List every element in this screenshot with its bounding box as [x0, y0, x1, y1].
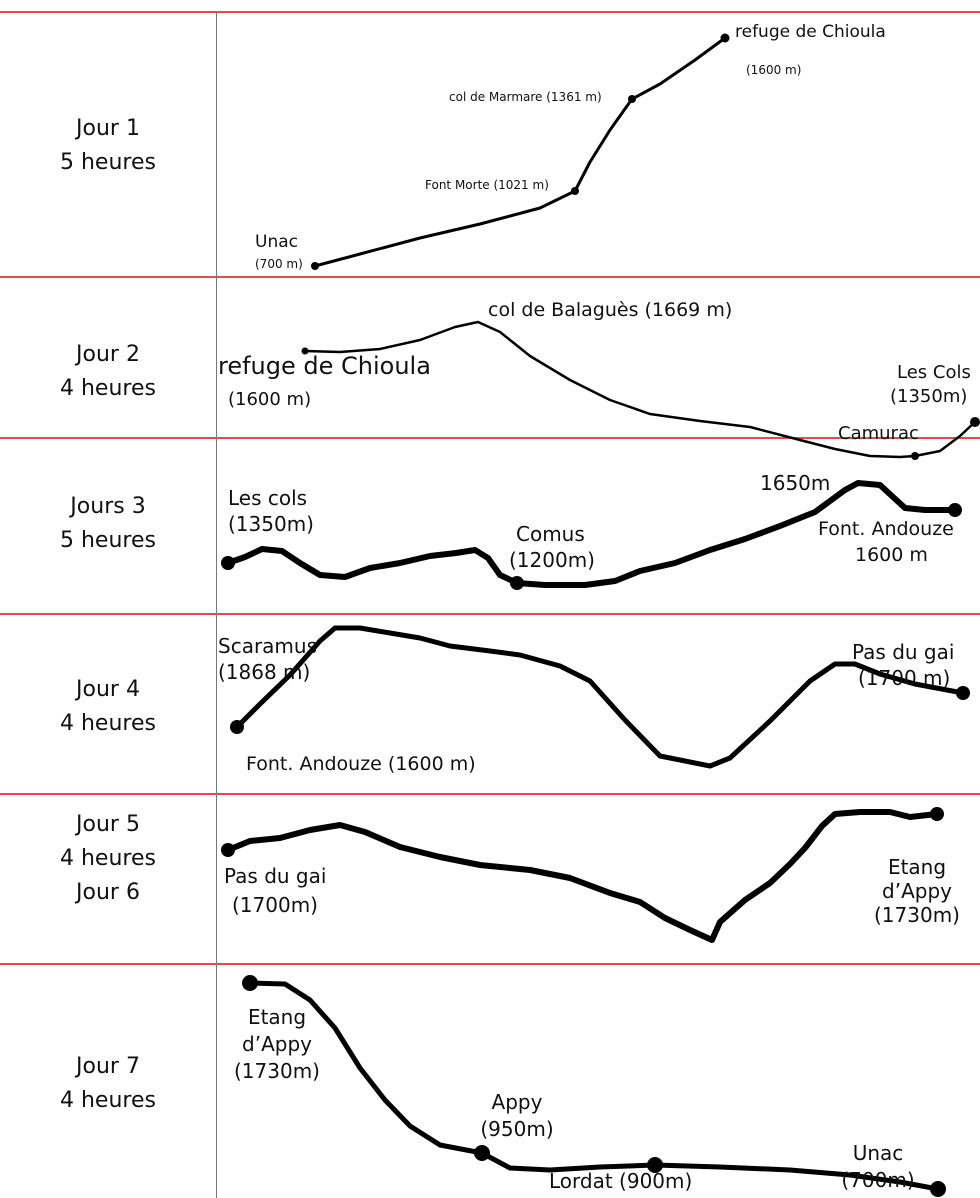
place-label: Camurac: [838, 423, 919, 444]
altitude-label: (1868 m): [218, 660, 311, 684]
waypoint-dot: [474, 1145, 490, 1161]
place-label: Lordat (900m): [549, 1169, 693, 1193]
altitude-label: (1200m): [509, 548, 595, 572]
row-divider: [0, 963, 980, 965]
day-label: Jours 3: [70, 494, 146, 519]
place-label-line: Etang: [887, 855, 947, 879]
day-duration: 5 heures: [60, 150, 156, 175]
altitude-label: (1700 m): [858, 666, 951, 690]
place-label-line: d’Appy: [882, 879, 952, 903]
waypoint-dot: [221, 556, 235, 570]
waypoint-dot: [242, 975, 258, 991]
waypoint-dot: [970, 417, 980, 427]
row-divider: [0, 11, 980, 13]
day-7-profile: [247, 980, 941, 1192]
waypoint-dot: [930, 807, 944, 821]
place-label: Appy (950m): [465, 1089, 569, 1143]
place-label: Etang d’Appy (1730m): [862, 855, 972, 927]
day-4-cell: Jour 4 4 heures: [0, 673, 216, 741]
altitude-label: 1600 m: [855, 544, 928, 566]
day-5-6-profile: [225, 809, 940, 943]
place-label: col de Marmare (1361 m): [449, 90, 602, 104]
waypoint-dot: [956, 686, 970, 700]
waypoint-dot: [311, 262, 319, 270]
altitude-label: (1730m): [874, 903, 960, 927]
place-label: Unac (700m): [826, 1140, 930, 1194]
altitude-label: 1650m: [760, 471, 831, 495]
day-duration: 4 heures: [60, 711, 156, 736]
day-label: Jour 1: [76, 116, 140, 141]
waypoint-dot: [221, 843, 235, 857]
place-label: Pas du gai: [224, 864, 327, 888]
day-label: Jour 7: [76, 1054, 140, 1079]
row-divider: [0, 613, 980, 615]
place-label: Font. Andouze (1600 m): [246, 753, 476, 775]
day-1-cell: Jour 1 5 heures: [0, 112, 216, 180]
place-label: Les cols: [228, 486, 308, 510]
day-3-cell: Jours 3 5 heures: [0, 490, 216, 558]
place-label: Pas du gai: [852, 640, 955, 664]
place-label: Etang d’Appy (1730m): [217, 1004, 337, 1085]
waypoint-dot: [948, 503, 962, 517]
row-divider: [0, 276, 980, 278]
altitude-label: (1600 m): [228, 389, 312, 410]
day-label: Jour 5: [76, 812, 140, 837]
day-label: Jour 4: [76, 677, 140, 702]
altitude-label: (950m): [480, 1117, 554, 1141]
day-4-profile: [234, 625, 966, 769]
waypoint-dot: [571, 187, 579, 195]
day-5-6-cell: Jour 5 4 heures Jour 6: [0, 808, 216, 910]
place-label: Font. Andouze: [818, 518, 954, 540]
waypoint-dot: [930, 1181, 946, 1197]
day-1-profile: [313, 36, 727, 268]
day-duration: 5 heures: [60, 528, 156, 553]
altitude-label: (1700m): [232, 893, 318, 917]
waypoint-dot: [720, 33, 730, 43]
waypoint-dot: [230, 720, 244, 734]
day-duration: 4 heures: [60, 376, 156, 401]
place-label-line: d’Appy: [242, 1032, 312, 1056]
waypoint-dot: [911, 452, 919, 460]
row-divider: [0, 437, 980, 439]
altitude-label: (1350m): [228, 512, 314, 536]
waypoint-dot: [628, 95, 636, 103]
day-3-profile: [225, 480, 958, 588]
row-divider: [0, 793, 980, 795]
place-label: Comus: [516, 522, 585, 546]
day-2-profile: [303, 320, 977, 459]
waypoint-dot: [510, 576, 524, 590]
day-7-cell: Jour 7 4 heures: [0, 1050, 216, 1118]
altitude-label: (1600 m): [746, 63, 802, 77]
place-label: refuge de Chioula: [218, 352, 431, 380]
day-2-cell: Jour 2 4 heures: [0, 338, 216, 406]
altitude-label: (1730m): [234, 1059, 320, 1083]
day-label: Jour 6: [76, 880, 140, 905]
place-label-line: Unac: [852, 1141, 904, 1165]
day-duration: 4 heures: [60, 1088, 156, 1113]
place-label-line: Appy: [491, 1090, 543, 1114]
place-label: refuge de Chioula: [735, 22, 886, 42]
day-label: Jour 2: [76, 342, 140, 367]
place-label: Font Morte (1021 m): [425, 178, 549, 192]
altitude-label: (1350m): [890, 386, 968, 407]
waypoint-dot: [301, 347, 309, 355]
altitude-label: (700m): [841, 1168, 915, 1192]
day-duration: 4 heures: [60, 846, 156, 871]
waypoint-dot: [647, 1157, 663, 1173]
place-label: col de Balaguès (1669 m): [488, 299, 733, 321]
place-label: Scaramus: [218, 634, 318, 658]
altitude-label: (700 m): [255, 257, 303, 271]
place-label-line: Etang: [247, 1005, 307, 1029]
place-label: Les Cols: [897, 362, 971, 383]
place-label: Unac: [255, 232, 298, 252]
column-divider: [216, 12, 217, 1198]
